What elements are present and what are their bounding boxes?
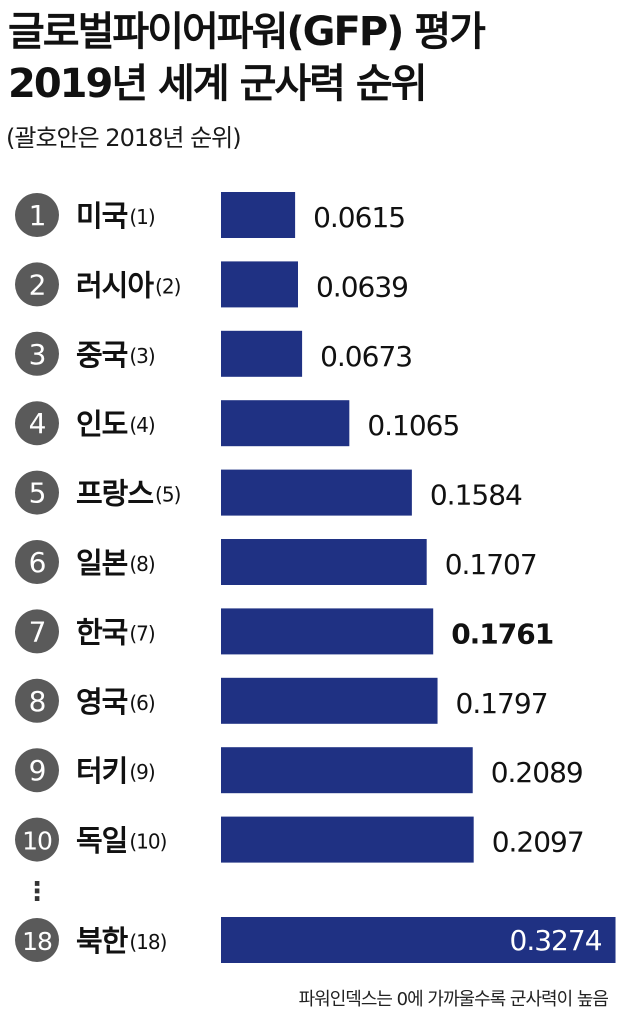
rank-number: 8 (29, 685, 46, 718)
bar (221, 330, 303, 377)
rank-badge (15, 678, 59, 723)
value-label: 0.2089 (491, 756, 583, 789)
rank-badge (15, 262, 59, 307)
rank-number: 6 (29, 546, 46, 579)
country-label: 인도 (76, 407, 128, 441)
rank-badge (15, 817, 59, 862)
bar (221, 469, 412, 516)
rank-number: 2 (29, 268, 46, 301)
title-line-1: 글로벌파이어파워(GFP) 평가 (8, 9, 486, 55)
value-label: 0.0615 (313, 201, 405, 234)
rank-number: 5 (29, 477, 46, 510)
value-label: 0.1065 (367, 409, 459, 442)
value-label: 0.1707 (445, 548, 537, 581)
rank-number: 7 (29, 615, 46, 648)
bar (221, 917, 616, 963)
rank-badge (15, 540, 59, 584)
rank-badge (15, 748, 59, 793)
bar (221, 261, 298, 308)
country-label: 터키 (76, 754, 127, 788)
rank-badge (15, 918, 59, 962)
title-line-2: 2019년 세계 군사력 순위 (8, 61, 428, 107)
rank-number: 10 (22, 827, 52, 856)
value-label: 0.3274 (510, 924, 602, 957)
rank-badge (15, 401, 59, 446)
previous-rank-label: (4) (129, 413, 155, 437)
value-label: 0.0673 (320, 340, 412, 373)
bar (221, 608, 434, 655)
rank-number: 9 (29, 754, 46, 787)
rank-badge (15, 193, 59, 237)
rank-badge (15, 331, 59, 376)
rank-badge (15, 609, 59, 654)
previous-rank-label: (3) (129, 344, 155, 368)
previous-rank-label: (1) (129, 205, 155, 229)
value-label: 0.1584 (430, 479, 522, 512)
ellipsis-marker: ⋮ (24, 877, 50, 907)
previous-rank-label: (6) (129, 691, 155, 715)
chart-title: 글로벌파이어파워(GFP) 평가 2019년 세계 군사력 순위 (8, 6, 613, 110)
country-label: 러시아 (76, 268, 154, 302)
value-label: 0.1761 (451, 617, 553, 650)
country-label: 한국 (76, 615, 128, 649)
country-label: 프랑스 (76, 477, 153, 511)
previous-rank-label: (10) (129, 830, 166, 854)
previous-rank-label: (18) (129, 930, 166, 954)
value-label: 0.1797 (456, 687, 548, 720)
value-label: 0.0639 (316, 270, 408, 303)
previous-rank-label: (9) (129, 760, 155, 784)
chart-subtitle: (괄호안은 2018년 순위) (6, 124, 242, 152)
value-label: 0.2097 (492, 826, 584, 859)
rank-number: 4 (29, 407, 46, 440)
bar (221, 747, 473, 794)
bar (221, 400, 350, 447)
rank-number: 1 (29, 199, 46, 232)
country-label: 북한 (76, 924, 129, 958)
country-label: 독일 (76, 824, 127, 858)
country-label: 일본 (76, 546, 128, 580)
bar (221, 192, 296, 238)
bar (221, 539, 427, 585)
rank-badge (15, 470, 59, 515)
bar (221, 677, 438, 724)
rank-number: 3 (29, 338, 46, 371)
country-label: 영국 (76, 685, 128, 719)
previous-rank-label: (2) (155, 274, 181, 298)
footnote: 파워인덱스는 0에 가까울수록 군사력이 높음 (298, 989, 609, 1010)
rank-number: 18 (22, 927, 52, 956)
previous-rank-label: (5) (155, 483, 181, 507)
previous-rank-label: (8) (129, 552, 155, 576)
country-label: 중국 (76, 338, 128, 372)
bar (221, 816, 474, 863)
country-label: 미국 (76, 199, 128, 233)
previous-rank-label: (7) (129, 621, 155, 645)
